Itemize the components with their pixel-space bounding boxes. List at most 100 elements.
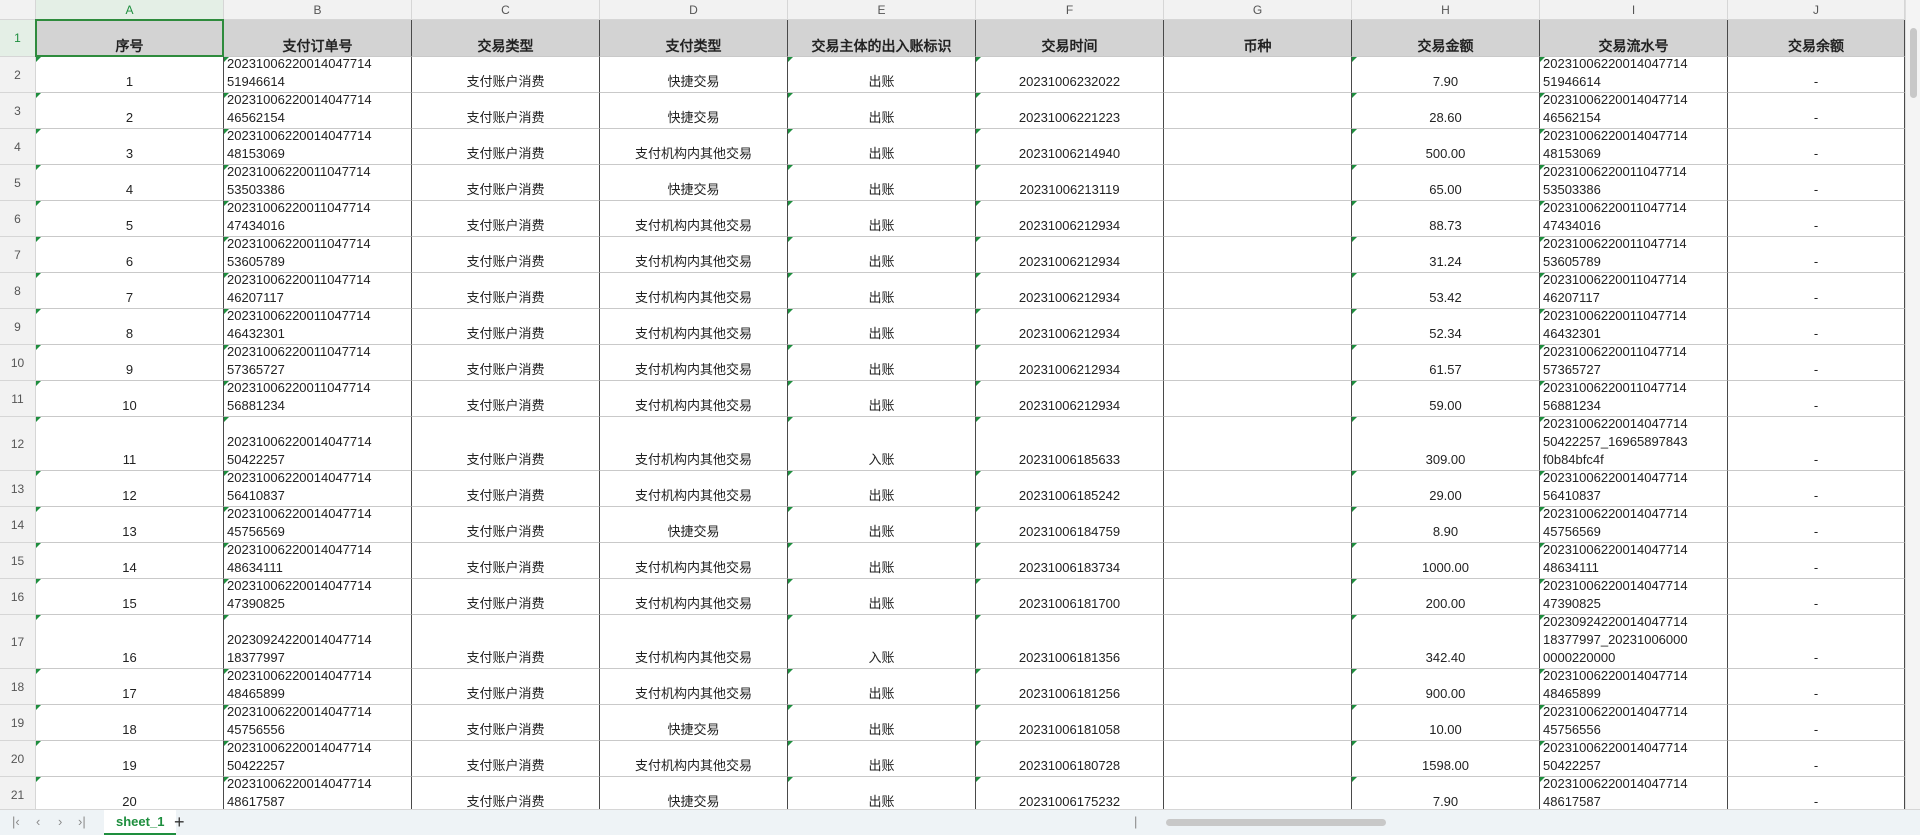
table-cell: 2023092422001404771418377997_20231006000…	[1540, 615, 1728, 669]
header-cell: 支付类型	[600, 20, 788, 57]
table-cell: 29.00	[1352, 471, 1540, 507]
cell-text: 2023100622001104771453503386	[1543, 165, 1687, 197]
table-cell: 2023100622001404771456410837	[224, 471, 412, 507]
cell-text: 20231006212934	[1018, 254, 1121, 269]
table-cell: 支付机构内其他交易	[600, 471, 788, 507]
row-header: 13	[0, 471, 36, 507]
table-cell: 2023100622001104771446432301	[1540, 309, 1728, 345]
cell-text: 支付机构内其他交易	[634, 326, 752, 341]
sheet-tab[interactable]: sheet_1	[104, 810, 177, 835]
add-sheet-button[interactable]: +	[174, 812, 185, 832]
table-cell: 出账	[788, 381, 976, 417]
cell-text: 快捷交易	[667, 722, 720, 737]
cell-text: 支付机构内其他交易	[634, 686, 752, 701]
header-cell: 交易时间	[976, 20, 1164, 57]
table-cell: 2023100622001104771453605789	[224, 237, 412, 273]
table-cell: 20231006212934	[976, 345, 1164, 381]
horizontal-scrollbar[interactable]	[1150, 817, 1890, 827]
table-cell: 2023100622001404771450422257_16965897843…	[1540, 417, 1728, 471]
cell-text: 支付账户消费	[466, 596, 545, 611]
table-cell: 2023100622001104771453503386	[224, 165, 412, 201]
table-cell: 出账	[788, 165, 976, 201]
header-cell: 支付订单号	[224, 20, 412, 57]
table-cell: 出账	[788, 705, 976, 741]
table-cell: 支付机构内其他交易	[600, 381, 788, 417]
table-cell: 20231006232022	[976, 57, 1164, 93]
cell-text: 交易金额	[1417, 38, 1474, 54]
table-cell: 8	[36, 309, 224, 345]
header-cell: 交易类型	[412, 20, 600, 57]
cell-text: 3	[125, 146, 134, 161]
table-cell: 出账	[788, 741, 976, 777]
prev-sheet-button[interactable]: ‹	[36, 814, 41, 829]
table-cell: 61.57	[1352, 345, 1540, 381]
cell-text: 出账	[868, 596, 895, 611]
cell-text: 支付账户消费	[466, 326, 545, 341]
first-sheet-button[interactable]: |‹	[12, 814, 20, 829]
cell-text: 20231006212934	[1018, 290, 1121, 305]
table-cell: 出账	[788, 273, 976, 309]
cell-text: 20231006185633	[1018, 452, 1121, 467]
cell-text: 支付类型	[665, 38, 722, 54]
row-header: 15	[0, 543, 36, 579]
table-cell: 4	[36, 165, 224, 201]
scroll-left-button[interactable]: |	[1134, 814, 1138, 829]
cell-text: 7	[125, 290, 134, 305]
table-cell: 出账	[788, 129, 976, 165]
table-cell: -	[1728, 165, 1905, 201]
cell-text: 支付机构内其他交易	[634, 146, 752, 161]
table-cell: 2023100622001404771451946614	[1540, 57, 1728, 93]
table-cell: -	[1728, 507, 1905, 543]
table-cell: 20231006212934	[976, 381, 1164, 417]
table-cell: -	[1728, 273, 1905, 309]
cell-text: 2023100622001404771445756556	[227, 705, 372, 737]
table-cell: -	[1728, 381, 1905, 417]
cell-text: 2023100622001404771448617587	[227, 777, 372, 809]
cell-text: 15	[122, 596, 137, 611]
cell-text: 出账	[868, 398, 895, 413]
table-cell	[1164, 381, 1352, 417]
cell-text: 支付机构内其他交易	[634, 758, 752, 773]
cell-text: 支付机构内其他交易	[634, 488, 752, 503]
table-cell: 2023092422001404771418377997	[224, 615, 412, 669]
next-sheet-button[interactable]: ›	[58, 814, 63, 829]
last-sheet-button[interactable]: ›|	[78, 814, 86, 829]
table-cell	[1164, 471, 1352, 507]
cell-text: 20231006181256	[1018, 686, 1121, 701]
table-cell: 2023100622001404771450422257	[1540, 741, 1728, 777]
scroll-thumb[interactable]	[1910, 28, 1917, 98]
cell-text: 2023100622001104771446207117	[227, 273, 371, 305]
cell-text: 支付账户消费	[466, 560, 545, 575]
table-cell: 支付账户消费	[412, 273, 600, 309]
cell-text: 7.90	[1432, 74, 1459, 89]
cell-text: 出账	[868, 218, 895, 233]
scroll-thumb[interactable]	[1166, 819, 1386, 826]
table-cell: 2023100622001404771448617587	[1540, 777, 1728, 809]
cell-text: 快捷交易	[667, 74, 720, 89]
cell-text: 支付账户消费	[466, 218, 545, 233]
cell-text: 快捷交易	[667, 794, 720, 809]
table-cell: 支付账户消费	[412, 381, 600, 417]
table-cell: 20231006185242	[976, 471, 1164, 507]
cell-text: 20231006185242	[1018, 488, 1121, 503]
cell-text: 出账	[868, 110, 895, 125]
cell-text: 20231006212934	[1018, 218, 1121, 233]
vertical-scrollbar[interactable]	[1905, 0, 1920, 809]
table-cell: 支付账户消费	[412, 57, 600, 93]
cell-text: 2023100622001404771445756556	[1543, 705, 1688, 737]
cell-text: 12	[122, 488, 137, 503]
cell-text: 20231006221223	[1018, 110, 1121, 125]
table-cell	[1164, 273, 1352, 309]
cell-text: 2023100622001404771445756569	[1543, 507, 1688, 539]
table-cell: 支付机构内其他交易	[600, 129, 788, 165]
row-header: 2	[0, 57, 36, 93]
cell-text: 2023100622001404771448153069	[1543, 129, 1688, 161]
row-header: 3	[0, 93, 36, 129]
column-header: G	[1164, 0, 1352, 20]
cell-text: 13	[122, 524, 137, 539]
row-header: 10	[0, 345, 36, 381]
table-cell: 20231006181058	[976, 705, 1164, 741]
table-cell: -	[1728, 471, 1905, 507]
cell-text: 2023100622001404771445756569	[227, 507, 372, 539]
